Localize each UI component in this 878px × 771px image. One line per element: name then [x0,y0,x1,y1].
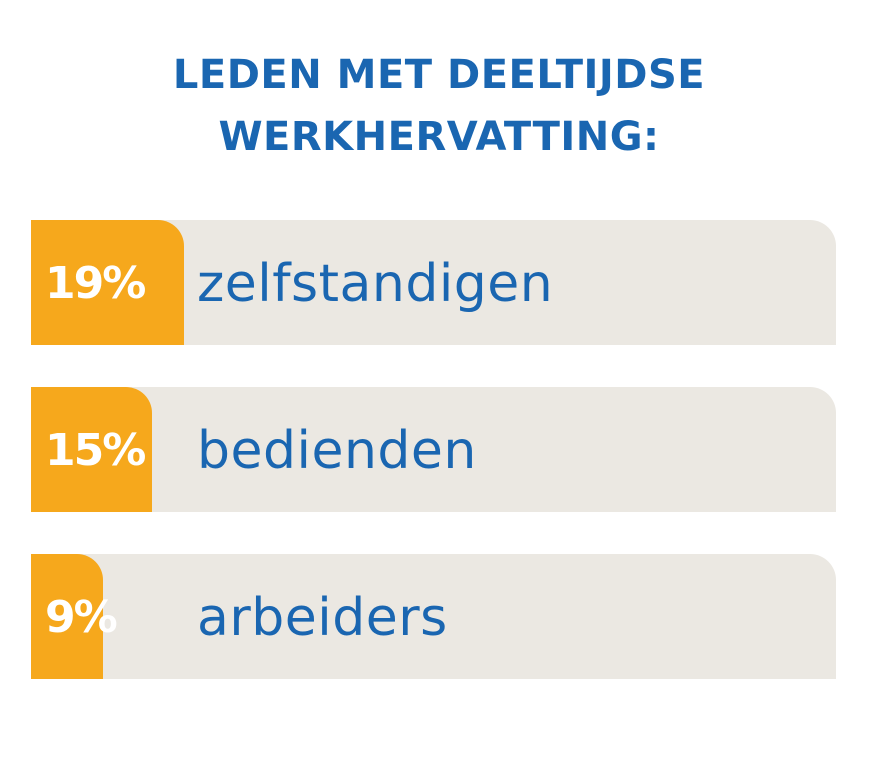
chart-title-line-1: LEDEN MET DEELTIJDSE [172,52,706,98]
bar-track-bedienden: 15% bedienden [31,387,836,512]
category-label: bedienden [197,421,477,481]
chart-title-line-2: WERKHERVATTING: [218,114,660,160]
category-label: arbeiders [197,588,448,648]
bar-value-label: 19% [45,258,146,309]
category-label: zelfstandigen [197,254,554,314]
bar-zelfstandigen [31,220,184,345]
bar-value-label: 15% [45,425,146,476]
bar-track-zelfstandigen: 19% zelfstandigen [31,220,836,345]
chart-title: LEDEN MET DEELTIJDSE WERKHERVATTING: [0,44,878,168]
bar-value-label: 9% [45,592,118,643]
bar-track-arbeiders: 9% arbeiders [31,554,836,679]
bar-arbeiders [31,554,103,679]
bar-bedienden [31,387,152,512]
